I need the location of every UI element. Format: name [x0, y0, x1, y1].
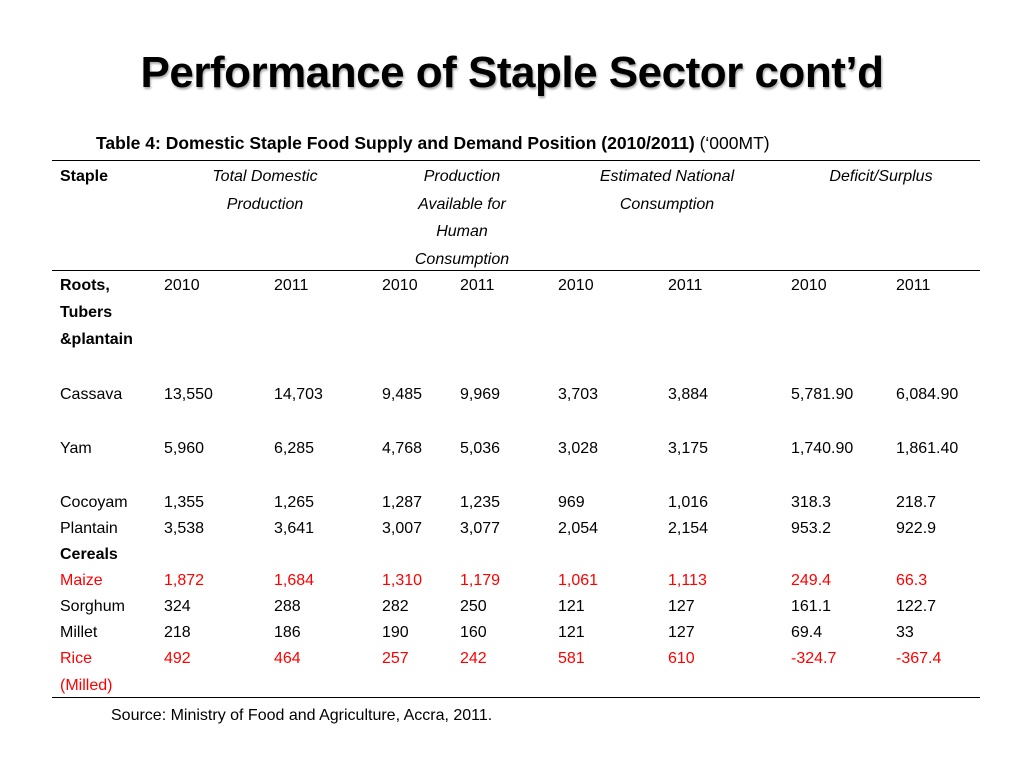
table-cell: 13,550	[164, 386, 213, 403]
table-cell: 1,861.40	[896, 440, 959, 457]
caption-unit: (‘000MT)	[699, 133, 770, 153]
table-cell: -324.7	[791, 650, 837, 667]
table-cell: 1,355	[164, 494, 205, 511]
slide-title: Performance of Staple Sector cont’d	[140, 48, 884, 97]
year-header: 2010	[791, 277, 827, 294]
table-cell: 160	[460, 624, 487, 641]
table-cell: 288	[274, 598, 301, 615]
table-cell: 610	[668, 650, 695, 667]
table-cell: 1,265	[274, 494, 315, 511]
year-header: 2011	[896, 277, 931, 294]
header-production-available: Production Available for Human Consumpti…	[414, 168, 510, 268]
caption-title: Table 4: Domestic Staple Food Supply and…	[96, 133, 695, 153]
year-header: 2010	[382, 277, 418, 294]
table-cell: 581	[558, 650, 585, 667]
table-cell: 1,113	[668, 572, 707, 589]
table-cell: 121	[558, 598, 585, 615]
table-cell: 3,007	[382, 520, 423, 537]
year-header: 2010	[164, 277, 200, 294]
table-caption: Table 4: Domestic Staple Food Supply and…	[96, 133, 770, 154]
table-cell: 122.7	[896, 598, 937, 615]
table-cell: 3,538	[164, 520, 205, 537]
table-cell: 2,054	[558, 520, 599, 537]
table-cell: 69.4	[791, 624, 823, 641]
table-cell: 218.7	[896, 494, 937, 511]
table-cell: 127	[668, 598, 695, 615]
table-cell: 1,016	[668, 494, 709, 511]
table-top-rule	[52, 160, 980, 161]
table-cell: 1,740.90	[791, 440, 854, 457]
staple-name: Cassava	[60, 386, 123, 403]
table-cell: 3,175	[668, 440, 709, 457]
table-cell: 492	[164, 650, 191, 667]
header-estimated-national-consumption: Estimated National Consumption	[599, 168, 735, 213]
group-roots-tubers-plantain: Roots, Tubers &plantain	[60, 277, 133, 348]
table-cell: 1,287	[382, 494, 423, 511]
table-cell: 33	[896, 624, 914, 641]
table-cell: 6,084.90	[896, 386, 959, 403]
year-header: 2011	[668, 277, 703, 294]
group-cereals: Cereals	[60, 546, 118, 563]
table-cell: 14,703	[274, 386, 323, 403]
staple-name: Maize	[60, 572, 103, 589]
header-staple: Staple	[60, 168, 109, 185]
table-cell: -367.4	[896, 650, 942, 667]
table-cell: 1,684	[274, 572, 315, 589]
staple-name: Rice (Milled)	[60, 650, 113, 694]
table-cell: 969	[558, 494, 585, 511]
table-cell: 2,154	[668, 520, 709, 537]
table-cell: 6,285	[274, 440, 315, 457]
staple-name: Millet	[60, 624, 98, 641]
table-cell: 250	[460, 598, 487, 615]
table-cell: 282	[382, 598, 409, 615]
table-cell: 1,061	[558, 572, 599, 589]
table-bottom-rule	[52, 697, 980, 698]
table-cell: 922.9	[896, 520, 937, 537]
header-rule	[52, 270, 980, 271]
table-cell: 3,703	[558, 386, 599, 403]
table-cell: 257	[382, 650, 409, 667]
year-header: 2011	[274, 277, 309, 294]
table-cell: 249.4	[791, 572, 832, 589]
staple-name: Plantain	[60, 520, 118, 537]
table-cell: 9,485	[382, 386, 423, 403]
header-total-domestic-production: Total Domestic Production	[212, 168, 318, 213]
table-cell: 1,872	[164, 572, 205, 589]
table-cell: 190	[382, 624, 409, 641]
table-cell: 5,781.90	[791, 386, 854, 403]
table-cell: 186	[274, 624, 301, 641]
staple-name: Sorghum	[60, 598, 125, 615]
header-deficit-surplus: Deficit/Surplus	[829, 168, 933, 185]
table-cell: 318.3	[791, 494, 832, 511]
table-cell: 3,641	[274, 520, 315, 537]
staple-name: Cocoyam	[60, 494, 128, 511]
table-cell: 161.1	[791, 598, 832, 615]
table-cell: 3,077	[460, 520, 501, 537]
year-header: 2010	[558, 277, 594, 294]
table-cell: 3,028	[558, 440, 599, 457]
source-note: Source: Ministry of Food and Agriculture…	[111, 707, 493, 724]
table-cell: 953.2	[791, 520, 832, 537]
table-cell: 464	[274, 650, 301, 667]
table-cell: 324	[164, 598, 191, 615]
table-cell: 121	[558, 624, 585, 641]
table-cell: 242	[460, 650, 487, 667]
table-cell: 66.3	[896, 572, 928, 589]
table-cell: 1,179	[460, 572, 501, 589]
table-cell: 9,969	[460, 386, 501, 403]
table-cell: 5,036	[460, 440, 501, 457]
table-cell: 5,960	[164, 440, 205, 457]
table-cell: 1,310	[382, 572, 423, 589]
year-header: 2011	[460, 277, 495, 294]
table-cell: 4,768	[382, 440, 423, 457]
table-cell: 218	[164, 624, 191, 641]
table-cell: 127	[668, 624, 695, 641]
table-cell: 1,235	[460, 494, 501, 511]
table-cell: 3,884	[668, 386, 709, 403]
staple-name: Yam	[60, 440, 92, 457]
